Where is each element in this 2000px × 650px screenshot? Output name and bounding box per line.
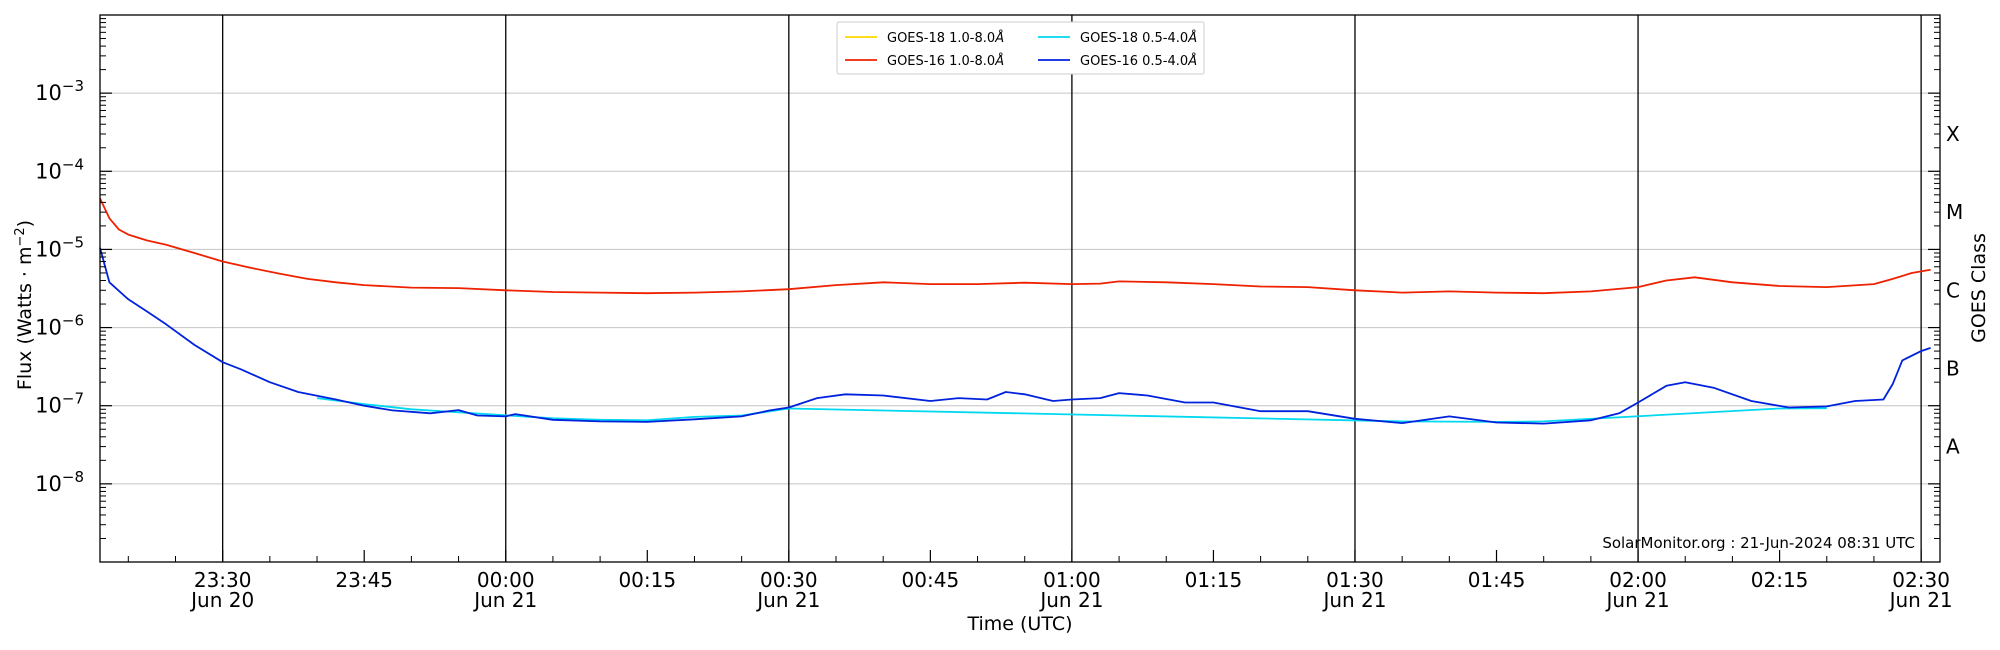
x-axis-label: Time (UTC): [966, 613, 1072, 635]
legend-label-unit: Å: [994, 53, 1004, 69]
x-tick-label: 01:45: [1468, 568, 1526, 592]
y-tick-label: 10−8: [35, 468, 84, 496]
goes-class-label: A: [1946, 435, 1960, 459]
x-tick-date-label: Jun 21: [472, 588, 537, 612]
legend: GOES-18 1.0-8.0Å GOES-18 0.5-4.0ÅGOES-16 …: [836, 21, 1205, 75]
y-tick-label: 10−6: [35, 312, 84, 340]
legend-label-text: GOES-18 0.5-4.0: [1080, 31, 1188, 46]
y-tick-exponent: −5: [62, 233, 84, 251]
x-tick-date-label: Jun 20: [189, 588, 254, 612]
x-tick-label: 00:00: [477, 568, 535, 592]
x-tick-label: 23:45: [335, 568, 393, 592]
y-tick-exponent: −6: [62, 312, 84, 330]
legend-label-unit: Å: [994, 30, 1004, 46]
x-tick-label: 00:30: [760, 568, 818, 592]
y-tick-label: 10−5: [35, 233, 84, 261]
x-tick-date-label: Jun 21: [1888, 588, 1953, 612]
goes-class-label: M: [1946, 200, 1963, 224]
series-layer: [99, 198, 1931, 425]
y-tick-base: 10: [35, 159, 62, 183]
y-tick-base: 10: [35, 316, 62, 340]
y-tick-label: 10−4: [35, 155, 84, 183]
legend-label: GOES-18 1.0-8.0Å: [887, 30, 1004, 46]
goes-class-axis-label: GOES Class: [1968, 233, 1990, 343]
y-tick-exponent: −4: [62, 155, 84, 173]
y-axis-label-exponent: −2: [13, 227, 28, 246]
legend-label: GOES-16 1.0-8.0Å: [887, 53, 1004, 69]
y-axis-label: Flux (Watts · m−2): [13, 220, 36, 390]
y-tick-exponent: −7: [62, 390, 84, 408]
y-axis-label-close: ): [14, 220, 36, 227]
y-tick-exponent: −8: [62, 468, 84, 486]
x-tick-label: 01:30: [1326, 568, 1384, 592]
y-tick-exponent: −3: [62, 77, 84, 95]
x-tick-date-label: Jun 21: [1321, 588, 1386, 612]
goes-class-label: C: [1946, 278, 1960, 302]
watermark: SolarMonitor.org : 21-Jun-2024 08:31 UTC: [1602, 534, 1915, 552]
legend-label-text: GOES-16 0.5-4.0: [1080, 54, 1188, 69]
legend-label: GOES-16 0.5-4.0Å: [1080, 53, 1197, 69]
series-line-goes-16-1-0-8-0: [99, 198, 1931, 295]
x-tick-label: 00:45: [902, 568, 960, 592]
legend-box: [836, 21, 1205, 75]
x-tick-date-label: Jun 21: [1038, 588, 1103, 612]
series-line-goes-16-0-5-4-0: [99, 247, 1931, 425]
x-tick-label: 00:15: [618, 568, 676, 592]
x-tick-date-label: Jun 21: [1605, 588, 1670, 612]
legend-label-text: GOES-18 1.0-8.0: [887, 31, 995, 46]
x-tick-label: 23:30: [194, 568, 252, 592]
legend-label-unit: Å: [1187, 53, 1197, 69]
y-tick-label: 10−7: [35, 390, 84, 418]
series-line-goes-18-0-5-4-0: [316, 397, 1827, 423]
x-tick-label: 01:15: [1185, 568, 1243, 592]
y-tick-label: 10−3: [35, 77, 84, 105]
legend-label: GOES-18 0.5-4.0Å: [1080, 30, 1197, 46]
y-tick-base: 10: [35, 81, 62, 105]
legend-label-unit: Å: [1187, 30, 1197, 46]
legend-label-text: GOES-16 1.0-8.0: [887, 54, 995, 69]
x-tick-label: 02:30: [1892, 568, 1950, 592]
tick-layer: [100, 18, 1940, 562]
x-tick-label: 02:15: [1751, 568, 1809, 592]
y-tick-base: 10: [35, 472, 62, 496]
y-axis-label-main: Flux (Watts · m: [14, 247, 36, 391]
goes-class-label: X: [1946, 122, 1960, 146]
x-tick-label: 02:00: [1609, 568, 1667, 592]
x-tick-date-label: Jun 21: [755, 588, 820, 612]
grid-layer: [100, 92, 1940, 485]
y-tick-base: 10: [35, 237, 62, 261]
plot-frame: [99, 14, 1941, 563]
x-tick-label: 01:00: [1043, 568, 1101, 592]
goes-class-label: B: [1946, 356, 1960, 380]
y-tick-base: 10: [35, 394, 62, 418]
